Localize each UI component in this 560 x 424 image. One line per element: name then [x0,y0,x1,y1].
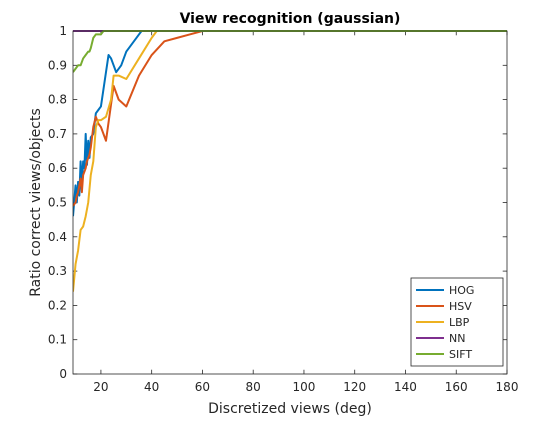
legend-label: HSV [449,300,472,313]
legend-label: LBP [449,316,470,329]
y-tick-label: 0.9 [48,58,67,72]
y-tick-label: 0.1 [48,333,67,347]
y-tick-label: 0.8 [48,93,67,107]
x-tick-label: 20 [93,380,108,394]
x-axis-title: Discretized views (deg) [208,401,372,417]
axes-box [72,30,508,375]
y-tick-label: 0.6 [48,161,67,175]
legend-label: NN [449,332,465,345]
chart-title: View recognition (gaussian) [180,11,401,27]
y-axis-title: Ratio correct views/objects [28,108,44,297]
y-tick-label: 1 [59,24,67,38]
x-tick-label: 120 [343,380,366,394]
x-tick-label: 180 [496,380,519,394]
legend-label: SIFT [449,348,472,361]
x-tick-label: 40 [144,380,159,394]
legend-label: HOG [449,284,474,297]
y-tick-label: 0.2 [48,298,67,312]
series-line-lbp [73,30,507,292]
x-tick-label: 80 [246,380,261,394]
x-tick-label: 140 [394,380,417,394]
x-tick-label: 60 [195,380,210,394]
y-axis-ticks: 0 0.1 0.2 0.3 0.4 0.5 0.6 0.7 0.8 0.9 1 [48,24,507,381]
y-tick-label: 0 [59,367,67,381]
y-tick-label: 0.5 [48,196,67,210]
y-tick-label: 0.7 [48,127,67,141]
series-line-hsv [73,30,507,207]
x-tick-label: 160 [445,380,468,394]
x-axis-ticks: 20 40 60 80 100 120 140 160 180 [93,31,518,394]
y-tick-label: 0.3 [48,264,67,278]
legend: HOG HSV LBP NN SIFT [410,277,504,367]
series-line-sift [73,30,507,73]
y-tick-label: 0.4 [48,230,67,244]
x-tick-label: 100 [293,380,316,394]
